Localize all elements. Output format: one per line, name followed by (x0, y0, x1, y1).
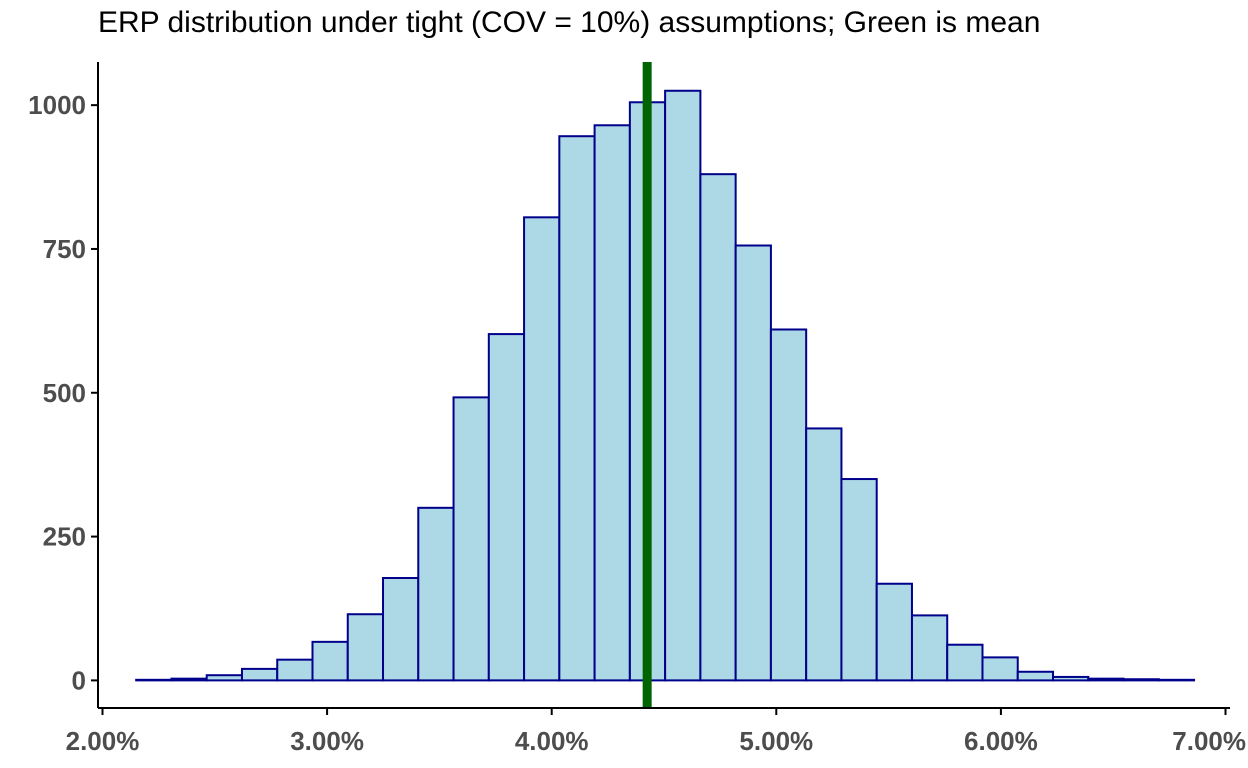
histogram-bar (699, 173, 737, 682)
histogram-bar (664, 89, 702, 682)
histogram-bar (240, 667, 279, 682)
histogram-bar (946, 643, 984, 682)
histogram-bar (1122, 678, 1160, 682)
histogram-bar (135, 678, 173, 682)
x-axis-ticks: 2.00% 3.00% 4.00% 5.00% 6.00% 7.00% (66, 708, 1246, 756)
y-tick-label: 1000 (28, 90, 86, 120)
x-tick-label: 5.00% (739, 726, 813, 756)
histogram-bar (981, 656, 1019, 682)
histogram-bar (170, 677, 208, 682)
y-axis-ticks: 0 250 500 750 1000 (28, 90, 98, 695)
histogram-bar (593, 124, 631, 682)
y-tick-label: 0 (72, 665, 86, 695)
x-tick-label: 7.00% (1172, 726, 1246, 756)
histogram-bar (276, 658, 314, 682)
histogram-bar (1016, 670, 1055, 682)
histogram-bar (205, 674, 243, 682)
histogram-bar (840, 478, 878, 682)
histogram-bar (487, 333, 526, 682)
y-tick-label: 750 (43, 234, 86, 264)
histogram-bar (417, 506, 455, 682)
x-tick-label: 3.00% (290, 726, 364, 756)
histogram-bar (523, 216, 561, 682)
x-tick-label: 2.00% (66, 726, 140, 756)
x-tick-label: 6.00% (964, 726, 1038, 756)
x-tick-label: 4.00% (515, 726, 589, 756)
axes (97, 62, 1230, 709)
y-tick-label: 250 (43, 522, 86, 552)
histogram-bar (875, 582, 913, 682)
y-tick-label: 500 (43, 378, 86, 408)
histogram-bar (1157, 678, 1196, 682)
histogram-bar (382, 576, 420, 682)
histogram-bar (769, 328, 808, 682)
histogram-bar (1052, 675, 1090, 682)
histogram-bar (910, 614, 949, 682)
histogram-bar (452, 396, 490, 682)
histogram-bar (805, 427, 843, 682)
histogram-bar (734, 244, 772, 682)
histogram-bar (558, 135, 596, 682)
histogram-bar (1087, 677, 1125, 682)
histogram-bar (346, 613, 385, 682)
histogram-bar (311, 640, 349, 682)
chart-title: ERP distribution under tight (COV = 10%)… (98, 6, 1041, 39)
histogram-bars (135, 89, 1196, 682)
